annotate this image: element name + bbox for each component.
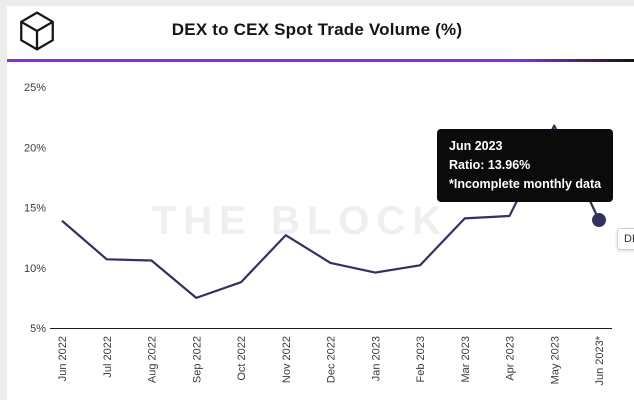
tooltip: Jun 2023 Ratio: 13.96% *Incomplete month… [437, 129, 614, 203]
x-tick-label: Dec 2022 [326, 336, 338, 383]
trend-line[interactable] [61, 124, 600, 299]
page-edge-top [0, 0, 634, 6]
x-tick-label: Mar 2023 [460, 336, 472, 382]
x-tick-label: Sep 2022 [191, 336, 203, 383]
x-tick-label: Jun 2022 [57, 336, 69, 381]
watermark: THE BLOCK [152, 199, 448, 243]
data-point-marker[interactable] [592, 213, 606, 228]
x-tick-label: Oct 2022 [236, 336, 248, 381]
y-tick-label: 25% [24, 82, 46, 94]
x-tick-label: Jan 2023 [370, 336, 382, 381]
plot-area: THE BLOCK 5% 10% 15% 20% 25% Jun 2022 Jul 2022 A… [0, 62, 634, 400]
y-tick-label: 15% [24, 203, 46, 215]
x-tick-label: Feb 2023 [415, 336, 427, 382]
y-tick-label: 5% [30, 323, 46, 335]
tooltip-title: Jun 2023 [449, 139, 503, 153]
x-tick-label: Aug 2022 [147, 336, 159, 383]
page-edge-left [0, 0, 7, 400]
the-block-logo-icon [16, 10, 58, 57]
accent-divider [0, 59, 634, 62]
x-tick-label: May 2023 [549, 336, 561, 384]
x-tick-label: Apr 2023 [505, 336, 517, 381]
y-tick-label: 10% [24, 263, 46, 275]
x-tick-label: Jul 2022 [102, 336, 114, 378]
x-tick-label: Jun 2023* [594, 335, 606, 385]
tooltip-ratio: Ratio: 13.96% [449, 157, 531, 172]
chart-header: DEX to CEX Spot Trade Volume (%) [0, 0, 634, 59]
chart-svg[interactable]: THE BLOCK 5% 10% 15% 20% 25% Jun 2022 Jul 2022 A… [0, 62, 634, 400]
x-tick-label: Nov 2022 [281, 336, 293, 383]
chart-title: DEX to CEX Spot Trade Volume (%) [171, 20, 463, 39]
tooltip-note: *Incomplete monthly data [449, 176, 602, 191]
clipped-legend[interactable]: DE [617, 228, 634, 250]
y-tick-label: 20% [24, 142, 46, 154]
